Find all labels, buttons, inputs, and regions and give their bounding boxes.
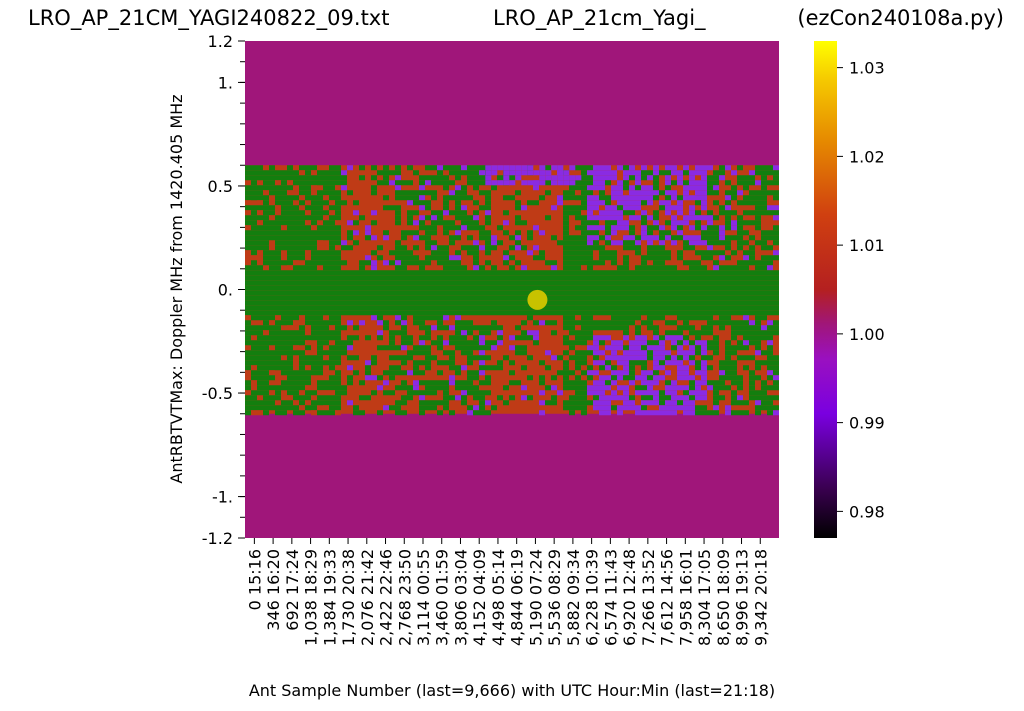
y-tick-label: 1.2	[208, 32, 233, 51]
colorbar-tick-label: 1.03	[849, 59, 885, 78]
x-tick-label: 692 17:24	[283, 549, 302, 631]
x-tick-label: 6,574 11:43	[601, 549, 620, 646]
x-tick-label: 4,498 05:14	[489, 549, 508, 646]
file-title: LRO_AP_21CM_YAGI240822_09.txt	[28, 6, 390, 30]
x-tick-label: 5,536 08:29	[545, 549, 564, 646]
x-tick-label: 8,996 19:13	[733, 549, 752, 646]
x-tick-label: 2,768 23:50	[395, 549, 414, 646]
x-tick-label: 7,612 14:56	[658, 549, 677, 646]
x-tick-label: 6,228 10:39	[583, 549, 602, 646]
x-axis-label: Ant Sample Number (last=9,666) with UTC …	[249, 681, 775, 700]
chart-title: LRO_AP_21cm_Yagi_	[493, 6, 706, 30]
colorbar-tick-label: 0.99	[849, 414, 885, 433]
y-tick-label: -1.	[212, 488, 233, 507]
colorbar-tick-label: 0.98	[849, 502, 885, 521]
colorbar-tick-label: 1.01	[849, 236, 885, 255]
y-tick-label: 1.	[218, 73, 233, 92]
x-tick-label: 2,422 22:46	[377, 549, 396, 646]
x-tick-label: 5,190 07:24	[526, 549, 545, 646]
x-tick-label: 1,038 18:29	[302, 549, 321, 646]
x-tick-label: 8,304 17:05	[695, 549, 714, 646]
peak-marker	[527, 289, 548, 310]
x-tick-label: 5,882 09:34	[564, 549, 583, 646]
colorbar-tick-label: 1.02	[849, 147, 885, 166]
y-tick-label: 0.5	[208, 177, 233, 196]
x-tick-label: 1,384 19:33	[320, 549, 339, 646]
colorbar	[814, 41, 837, 538]
script-title: (ezCon240108a.py)	[797, 6, 1004, 30]
x-tick-label: 9,342 20:18	[751, 549, 770, 646]
x-tick-label: 4,844 06:19	[508, 549, 527, 646]
y-tick-label: -0.5	[202, 384, 233, 403]
y-tick-label: -1.2	[202, 529, 233, 548]
x-tick-label: 4,152 04:09	[470, 549, 489, 646]
x-tick-label: 1,730 20:38	[339, 549, 358, 646]
heatmap-plot	[245, 41, 779, 538]
x-tick-label: 8,650 18:09	[714, 549, 733, 646]
x-tick-label: 7,958 16:01	[676, 549, 695, 646]
x-tick-label: 6,920 12:48	[620, 549, 639, 646]
x-tick-label: 7,266 13:52	[639, 549, 658, 646]
x-tick-label: 3,460 01:59	[433, 549, 452, 646]
x-tick-label: 3,806 03:04	[451, 549, 470, 646]
x-tick-label: 0 15:16	[245, 549, 264, 610]
x-tick-label: 346 16:20	[264, 549, 283, 631]
y-axis-label: AntRBTVTMax: Doppler MHz from 1420.405 M…	[167, 94, 186, 483]
colorbar-tick-label: 1.00	[849, 325, 885, 344]
y-tick-label: 0.	[218, 281, 233, 300]
x-tick-label: 2,076 21:42	[358, 549, 377, 646]
x-tick-label: 3,114 00:55	[414, 549, 433, 646]
